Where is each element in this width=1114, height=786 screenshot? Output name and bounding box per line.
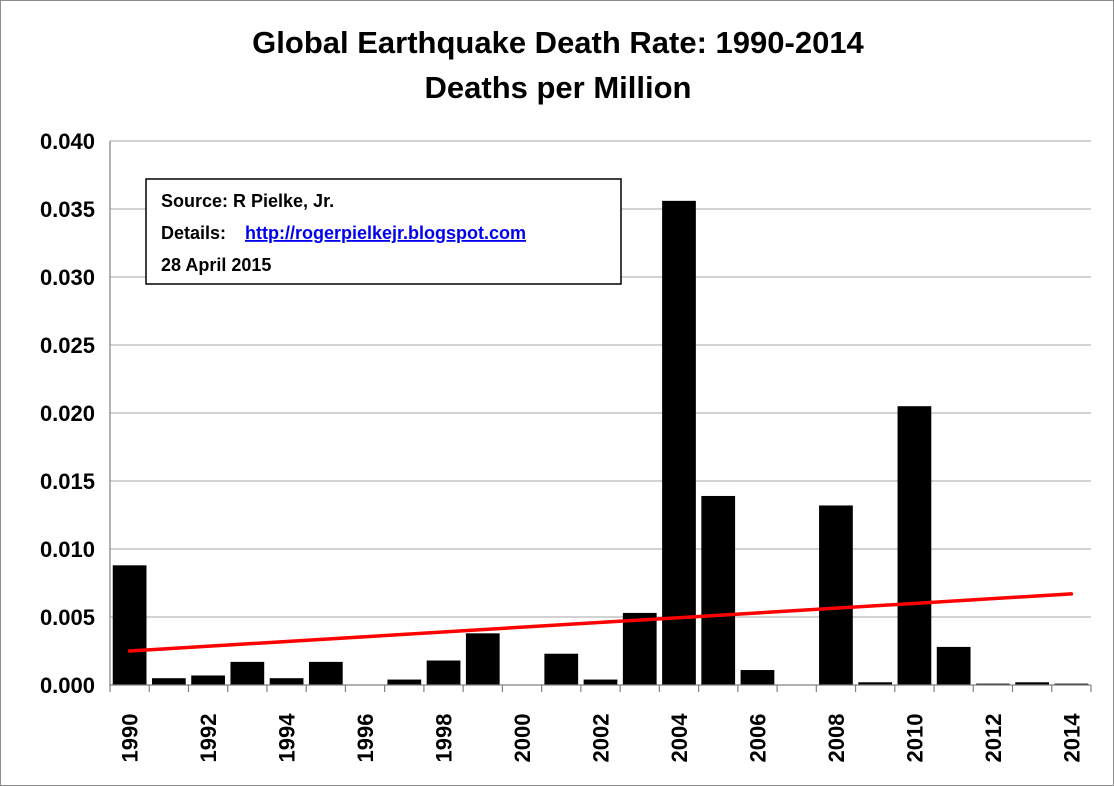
bar: [387, 679, 422, 685]
y-tick-label: 0.035: [40, 197, 95, 222]
x-tick-label: 1998: [432, 714, 457, 763]
x-tick-label: 2010: [902, 714, 927, 763]
bar: [740, 670, 775, 685]
bar: [1054, 683, 1089, 685]
annotation-date: 28 April 2015: [161, 255, 271, 275]
chart-title: Global Earthquake Death Rate: 1990-2014: [252, 25, 864, 60]
annotation-details-label: Details:: [161, 223, 226, 243]
bar: [230, 661, 265, 685]
x-tick-label: 2000: [510, 714, 535, 763]
y-tick-label: 0.010: [40, 537, 95, 562]
x-tick-label: 2004: [667, 713, 692, 763]
bar: [112, 565, 147, 685]
y-tick-label: 0.020: [40, 401, 95, 426]
bar: [544, 653, 579, 685]
chart-subtitle: Deaths per Million: [425, 70, 692, 105]
bars: [112, 200, 1089, 685]
axes: [109, 141, 1092, 692]
bar: [465, 633, 500, 685]
annotation-details-link[interactable]: http://rogerpielkejr.blogspot.com: [245, 223, 526, 243]
x-axis-ticks: 1990 1992 1994 1996 1998 2000 2002 2004 2006 2008…: [118, 713, 1085, 763]
y-tick-label: 0.005: [40, 605, 95, 630]
x-tick-label: 1994: [275, 713, 300, 763]
y-axis-ticks: 0.000 0.005 0.010 0.015 0.020 0.025 0.030 0.035…: [40, 129, 95, 698]
y-tick-label: 0.040: [40, 129, 95, 154]
bar: [583, 679, 618, 685]
annotation-source: Source: R Pielke, Jr.: [161, 191, 334, 211]
trendline-group: [127, 592, 1074, 653]
x-tick-label: 2014: [1059, 713, 1084, 763]
bar: [701, 495, 736, 685]
y-tick-label: 0.000: [40, 673, 95, 698]
bar: [151, 678, 186, 685]
annotation-box-border: [145, 178, 622, 285]
bar: [662, 200, 696, 685]
bar: [426, 660, 461, 685]
bar: [897, 406, 932, 685]
x-tick-label: 2012: [981, 714, 1006, 763]
bar: [622, 612, 657, 685]
bar: [308, 661, 343, 685]
x-tick-label: 2002: [589, 714, 614, 763]
bar: [819, 505, 853, 685]
bar: [976, 683, 1010, 685]
x-tick-label: 1996: [353, 714, 378, 763]
y-tick-label: 0.030: [40, 265, 95, 290]
x-tick-label: 1992: [196, 714, 221, 763]
x-tick-label: 2006: [745, 714, 770, 763]
bar: [858, 682, 893, 685]
source-annotation-box: Source: R Pielke, Jr. Details: http://ro…: [145, 178, 622, 285]
x-tick-label: 1990: [118, 714, 143, 763]
x-tick-label: 2008: [824, 714, 849, 763]
trendline: [127, 592, 1074, 653]
bar: [1015, 682, 1050, 685]
bar: [936, 646, 971, 685]
y-tick-label: 0.015: [40, 469, 95, 494]
y-tick-label: 0.025: [40, 333, 95, 358]
bar: [269, 678, 304, 685]
bar: [191, 675, 225, 685]
